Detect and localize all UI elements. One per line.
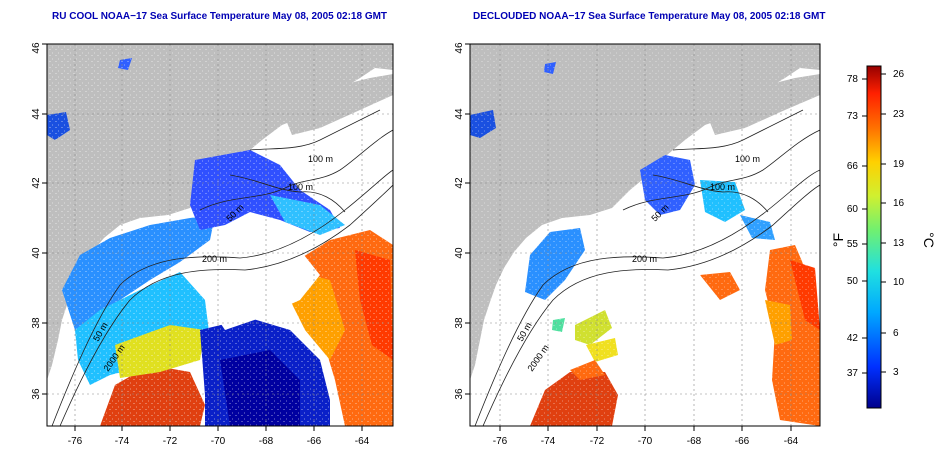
y-tick-label: 46 bbox=[31, 42, 42, 54]
fahrenheit-axis-label: °F bbox=[830, 233, 846, 247]
celsius-tick: 26 bbox=[893, 69, 905, 80]
fahrenheit-tick: 50 bbox=[847, 276, 859, 287]
y-tick-label: 38 bbox=[454, 317, 465, 329]
x-tick-label: -76 bbox=[68, 436, 83, 447]
x-tick-label: -72 bbox=[590, 436, 605, 447]
x-tick-label: -70 bbox=[638, 436, 653, 447]
celsius-tick: 23 bbox=[893, 109, 905, 120]
x-tick-label: -68 bbox=[687, 436, 702, 447]
contour-label: 100 m bbox=[288, 182, 313, 192]
celsius-axis-label: °C bbox=[921, 232, 937, 248]
x-tick-label: -70 bbox=[211, 436, 226, 447]
right-sst-map: 100 m 100 m 50 m 200 m 50 m 2000 m -76 -… bbox=[454, 42, 821, 447]
left-map-title: RU COOL NOAA−17 Sea Surface Temperature … bbox=[52, 11, 388, 22]
contour-label: 100 m bbox=[308, 154, 333, 164]
y-tick-label: 40 bbox=[454, 247, 465, 259]
x-tick-label: -68 bbox=[259, 436, 274, 447]
map-frame bbox=[46, 43, 394, 427]
y-tick-label: 44 bbox=[31, 108, 42, 120]
y-tick-label: 40 bbox=[31, 247, 42, 259]
x-tick-label: -74 bbox=[541, 436, 556, 447]
fahrenheit-tick: 42 bbox=[847, 333, 859, 344]
left-sst-map: 100 m 100 m 50 m 200 m 50 m 2000 m -76 -… bbox=[31, 42, 394, 447]
contour-label: 100 m bbox=[710, 182, 735, 192]
y-tick-label: 42 bbox=[31, 177, 42, 189]
x-tick-label: -74 bbox=[115, 436, 130, 447]
fahrenheit-tick: 37 bbox=[847, 368, 859, 379]
fahrenheit-tick: 73 bbox=[847, 111, 859, 122]
celsius-tick: 19 bbox=[893, 159, 905, 170]
colorbar-gradient bbox=[866, 65, 882, 409]
celsius-tick: 6 bbox=[893, 328, 899, 339]
contour-label: 200 m bbox=[202, 254, 227, 264]
x-tick-label: -66 bbox=[735, 436, 750, 447]
x-tick-label: -64 bbox=[784, 436, 799, 447]
fahrenheit-tick: 78 bbox=[847, 74, 859, 85]
right-map-title: DECLOUDED NOAA−17 Sea Surface Temperatur… bbox=[473, 11, 826, 22]
celsius-tick: 13 bbox=[893, 238, 905, 249]
fahrenheit-tick: 60 bbox=[847, 204, 859, 215]
contour-label: 100 m bbox=[735, 154, 760, 164]
y-tick-label: 36 bbox=[31, 388, 42, 400]
y-tick-label: 42 bbox=[454, 177, 465, 189]
celsius-tick: 16 bbox=[893, 198, 905, 209]
y-tick-label: 46 bbox=[454, 42, 465, 54]
contour-label: 200 m bbox=[632, 254, 657, 264]
celsius-tick: 3 bbox=[893, 367, 899, 378]
x-tick-label: -66 bbox=[307, 436, 322, 447]
y-tick-label: 36 bbox=[454, 388, 465, 400]
fahrenheit-tick: 66 bbox=[847, 161, 859, 172]
celsius-tick: 10 bbox=[893, 277, 905, 288]
y-tick-label: 44 bbox=[454, 108, 465, 120]
fahrenheit-tick: 55 bbox=[847, 239, 859, 250]
y-tick-label: 38 bbox=[31, 317, 42, 329]
x-tick-label: -72 bbox=[163, 436, 178, 447]
x-tick-label: -76 bbox=[493, 436, 508, 447]
x-tick-label: -64 bbox=[355, 436, 370, 447]
temperature-colorbar: 78 73 66 60 55 50 42 37 26 23 19 16 13 1… bbox=[830, 65, 937, 409]
